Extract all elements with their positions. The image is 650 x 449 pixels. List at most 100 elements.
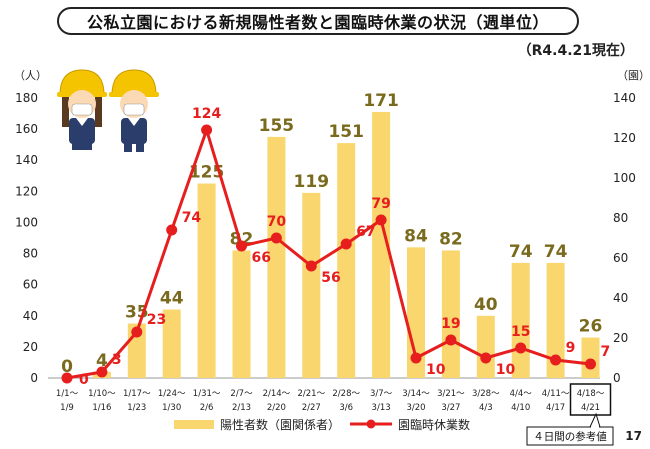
x-tick-label-end: 2/20	[267, 403, 286, 413]
bar	[441, 250, 460, 378]
line-point	[585, 358, 596, 370]
line-point	[445, 334, 457, 346]
legend-bar-label: 陽性者数（園関係者）	[220, 417, 340, 432]
legend: 陽性者数（園関係者） 園臨時休業数	[174, 417, 470, 432]
partial-week-highlight-box	[569, 383, 612, 416]
line-point	[236, 240, 247, 252]
bar-value-label: 119	[294, 172, 330, 192]
y-right-tick-label: 40	[613, 291, 628, 305]
line-point	[131, 326, 143, 338]
as-of-date: （R4.4.21現在）	[517, 43, 634, 59]
x-tick-label-end: 3/13	[372, 403, 391, 413]
line-point	[305, 260, 317, 272]
line-series-points	[61, 124, 596, 384]
y-right-tick-label: 100	[613, 171, 636, 185]
y-left-tick-label: 120	[15, 184, 38, 198]
x-tick-label-start: 3/28～	[472, 389, 500, 399]
bar-value-label: 40	[474, 295, 498, 315]
reference-note: ４日間の参考値	[526, 412, 614, 446]
x-tick-label-end: 3/27	[441, 403, 460, 413]
bar	[302, 192, 321, 378]
children-illustration	[57, 69, 159, 152]
bar	[232, 250, 251, 378]
y-axis-left-label: （人）	[14, 69, 47, 82]
line-value-label: 74	[182, 210, 202, 226]
x-tick-label-start: 3/21～	[437, 389, 465, 399]
y-left-tick-label: 40	[23, 309, 38, 323]
x-tick-label-start: 2/28～	[332, 389, 360, 399]
child-girl-icon	[57, 69, 107, 150]
bar	[372, 112, 391, 378]
bar-value-label: 84	[404, 226, 428, 246]
x-axis-tick-labels: 1/1～ 1/9 1/10～ 1/16 1/17～ 1/23 1/24～ 1/30 1/31～ 2…	[56, 389, 605, 413]
x-tick-label-start: 4/4～	[510, 389, 533, 399]
x-tick-label-start: 1/10～	[88, 389, 116, 399]
y-axis-left-ticks: 0 20 40 60 80 100 120 140 160 180	[15, 91, 38, 385]
x-tick-label-end: 1/30	[162, 403, 181, 413]
line-value-label: 7	[601, 344, 611, 360]
bar	[197, 183, 216, 378]
x-tick-label-start: 1/31～	[193, 389, 221, 399]
bar-value-label: 26	[579, 317, 603, 337]
line-point	[515, 342, 527, 354]
y-left-tick-label: 160	[15, 122, 38, 136]
note-callout-pointer	[589, 412, 601, 428]
y-axis-right-ticks: 0 20 40 60 80 100 120 140	[613, 91, 636, 385]
x-tick-label-end: 1/9	[60, 403, 74, 413]
x-tick-label-end: 4/21	[581, 403, 600, 413]
y-right-tick-label: 80	[613, 211, 628, 225]
x-tick-label-start: 1/1～	[56, 389, 79, 399]
x-tick-label-start: 1/17～	[123, 389, 151, 399]
bar	[162, 309, 181, 378]
line-value-labels: 0 3 23 74 124 66 70 56 67 79 10 19 10 15 9 7	[79, 106, 610, 388]
x-tick-label-end: 1/16	[92, 403, 111, 413]
x-tick-label-end: 4/17	[546, 403, 565, 413]
bar-value-label: 44	[160, 289, 184, 309]
bar	[476, 315, 495, 378]
line-value-label: 70	[267, 214, 287, 230]
line-point	[550, 354, 562, 366]
y-axis-right-label: （園）	[617, 69, 650, 82]
line-value-label: 0	[79, 372, 89, 388]
child-boy-icon	[109, 69, 159, 152]
bar	[337, 143, 356, 378]
line-value-label: 3	[112, 352, 122, 368]
note-box	[526, 426, 614, 446]
y-left-tick-label: 20	[23, 340, 38, 354]
line-point	[410, 352, 422, 364]
line-value-label: 67	[356, 224, 375, 240]
line-point	[270, 232, 282, 244]
line-value-label: 19	[441, 316, 460, 332]
line-point	[375, 214, 387, 226]
x-tick-label-end: 4/3	[479, 403, 493, 413]
y-left-tick-label: 60	[23, 278, 38, 292]
legend-line-marker	[366, 419, 376, 429]
line-value-label: 10	[426, 362, 446, 378]
x-tick-label-end: 2/13	[232, 403, 251, 413]
y-right-tick-label: 20	[613, 331, 628, 345]
line-point	[61, 372, 73, 384]
line-value-label: 15	[511, 324, 530, 340]
y-right-tick-label: 120	[613, 131, 636, 145]
bar-value-label: 4	[96, 351, 108, 371]
line-point	[340, 238, 352, 250]
line-point	[166, 224, 178, 236]
bar-value-label: 82	[439, 229, 463, 249]
line-point	[480, 352, 492, 364]
x-tick-label-start: 4/18～	[577, 389, 605, 399]
x-tick-label-start: 2/21～	[298, 389, 326, 399]
y-left-tick-label: 100	[15, 215, 38, 229]
page-number: 17	[625, 429, 642, 443]
y-left-tick-label: 180	[15, 91, 38, 105]
bar	[511, 262, 530, 378]
y-right-tick-label: 60	[613, 251, 628, 265]
x-tick-label-end: 2/6	[200, 403, 214, 413]
x-tick-label-end: 1/23	[127, 403, 146, 413]
x-tick-label-start: 4/11～	[542, 389, 570, 399]
line-value-label: 23	[147, 312, 166, 328]
bar-value-label: 125	[189, 163, 225, 183]
x-tick-label-start: 3/7～	[370, 389, 393, 399]
chart-title: 公私立園における新規陽性者数と園臨時休業の状況（週単位）	[57, 7, 579, 35]
y-left-tick-label: 0	[30, 371, 38, 385]
